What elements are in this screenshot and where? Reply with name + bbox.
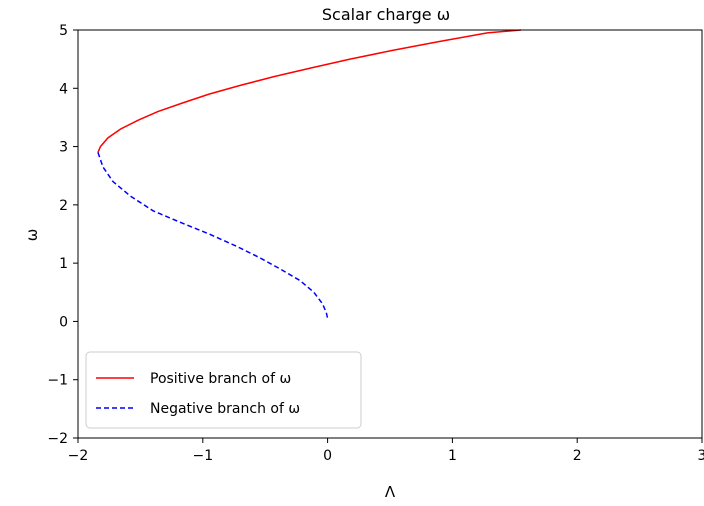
legend-label-negative: Negative branch of ω (150, 401, 300, 417)
x-tick-label: −1 (192, 448, 213, 464)
plot-area (97, 29, 522, 319)
y-tick-label: 5 (59, 23, 68, 39)
y-axis-label: ω (23, 229, 41, 242)
series-line-negative (97, 152, 329, 319)
y-tick-label: 0 (59, 314, 68, 330)
y-tick-label: 3 (59, 140, 68, 156)
y-axis: −2 −1 0 1 2 3 4 5 (47, 23, 78, 447)
legend-label-positive: Positive branch of ω (150, 371, 291, 387)
x-tick-label: 1 (448, 448, 457, 464)
x-tick-label: −2 (68, 448, 89, 464)
y-tick-label: 4 (59, 81, 68, 97)
x-axis: −2 −1 0 1 2 3 (68, 438, 704, 464)
x-axis-label: Λ (385, 483, 396, 501)
series-line-positive (97, 29, 522, 153)
chart-title: Scalar charge ω (322, 5, 450, 24)
x-tick-label: 3 (698, 448, 704, 464)
x-tick-label: 0 (323, 448, 332, 464)
plot-frame (77, 29, 703, 439)
legend: Positive branch of ω Negative branch of … (85, 351, 362, 429)
y-tick-label: −2 (47, 431, 68, 447)
y-tick-label: 1 (59, 256, 68, 272)
y-tick-label: −1 (47, 373, 68, 389)
x-tick-label: 2 (573, 448, 582, 464)
y-tick-label: 2 (59, 198, 68, 214)
legend-box (85, 351, 362, 429)
